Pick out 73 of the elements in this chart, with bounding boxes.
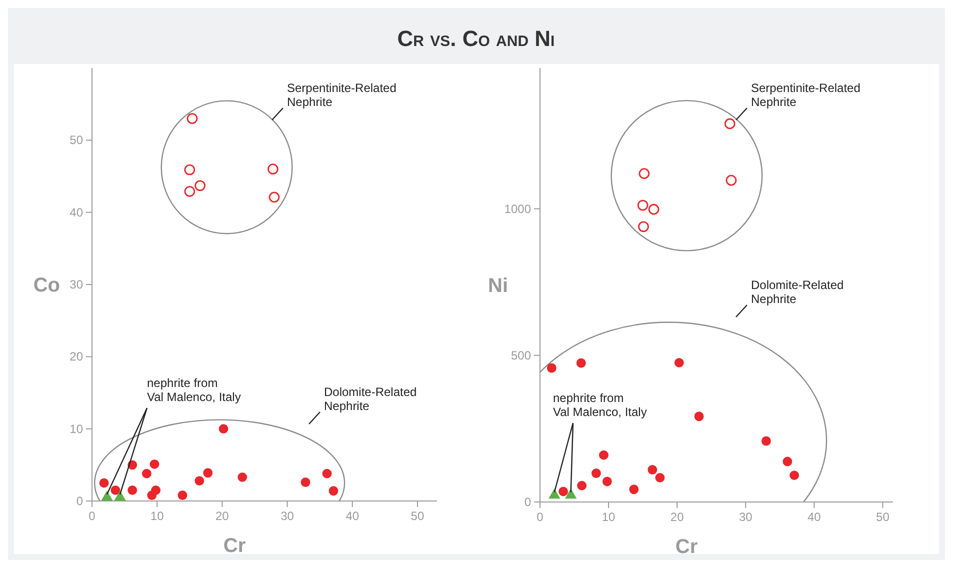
x-tick-label: 40	[807, 510, 822, 524]
chart-title: Cr vs. Co and Ni	[397, 26, 555, 51]
x-tick-label: 0	[536, 510, 544, 524]
point	[150, 459, 160, 469]
point	[602, 476, 612, 486]
point	[637, 200, 648, 211]
x-tick-label: 20	[216, 509, 230, 523]
point	[576, 358, 586, 368]
point	[558, 486, 568, 496]
point	[655, 472, 665, 482]
x-tick-label: 30	[280, 509, 294, 523]
point	[142, 468, 152, 478]
point	[203, 468, 213, 478]
point	[110, 485, 120, 495]
point	[546, 363, 556, 373]
point	[674, 358, 684, 368]
x-axis-title: Cr	[223, 535, 246, 557]
x-tick-label: 10	[150, 509, 164, 523]
point	[151, 485, 161, 495]
annotation: Serpentinite-Related Nephrite	[287, 81, 396, 109]
point	[322, 468, 332, 478]
point	[268, 164, 278, 174]
y-tick-label: 1000	[504, 202, 532, 216]
x-tick-label: 10	[602, 510, 616, 524]
point	[782, 456, 792, 466]
point	[591, 468, 601, 478]
y-tick-label: 0	[76, 494, 84, 508]
point	[577, 480, 587, 490]
y-tick-label: 40	[70, 205, 84, 220]
point	[790, 470, 800, 480]
point	[238, 472, 248, 482]
point	[724, 118, 736, 130]
point	[218, 424, 228, 434]
point	[186, 113, 198, 124]
point	[638, 168, 650, 179]
y-tick-label: 50	[70, 133, 84, 148]
annotation: Dolomite-Related Nephrite	[324, 385, 417, 413]
point	[178, 490, 188, 500]
point	[194, 180, 206, 192]
point	[638, 221, 649, 232]
y-axis-title: Co	[33, 274, 60, 296]
annotation: Dolomite-Related Nephrite	[751, 278, 844, 306]
point	[99, 478, 109, 488]
x-tick-label: 40	[346, 509, 360, 523]
x-tick-label: 20	[670, 510, 684, 524]
x-tick-label: 50	[876, 510, 890, 524]
point	[694, 412, 704, 422]
annotation: nephrite from Val Malenco, Italy	[147, 376, 241, 404]
point	[761, 436, 771, 446]
x-tick-label: 50	[410, 509, 424, 523]
point	[599, 450, 608, 460]
y-tick-label: 20	[70, 350, 84, 364]
y-tick-label: 10	[70, 422, 84, 436]
annotation: Serpentinite-Related Nephrite	[751, 81, 860, 109]
y-tick-label: 500	[510, 348, 532, 362]
point	[300, 478, 310, 487]
x-tick-label: 30	[738, 510, 753, 524]
point	[328, 486, 338, 496]
y-tick-label: 0	[524, 495, 532, 509]
point	[648, 204, 660, 215]
x-axis-title: Cr	[675, 536, 698, 558]
point	[184, 164, 196, 176]
x-tick-label: 0	[88, 509, 96, 523]
point	[128, 485, 138, 495]
point	[184, 186, 196, 197]
point	[194, 476, 204, 486]
y-tick-label: 30	[70, 278, 84, 292]
annotation: nephrite from Val Malenco, Italy	[553, 391, 647, 419]
point	[726, 174, 737, 186]
point	[648, 465, 658, 474]
point	[268, 192, 280, 203]
point	[629, 484, 639, 494]
y-axis-title: Ni	[488, 275, 508, 297]
